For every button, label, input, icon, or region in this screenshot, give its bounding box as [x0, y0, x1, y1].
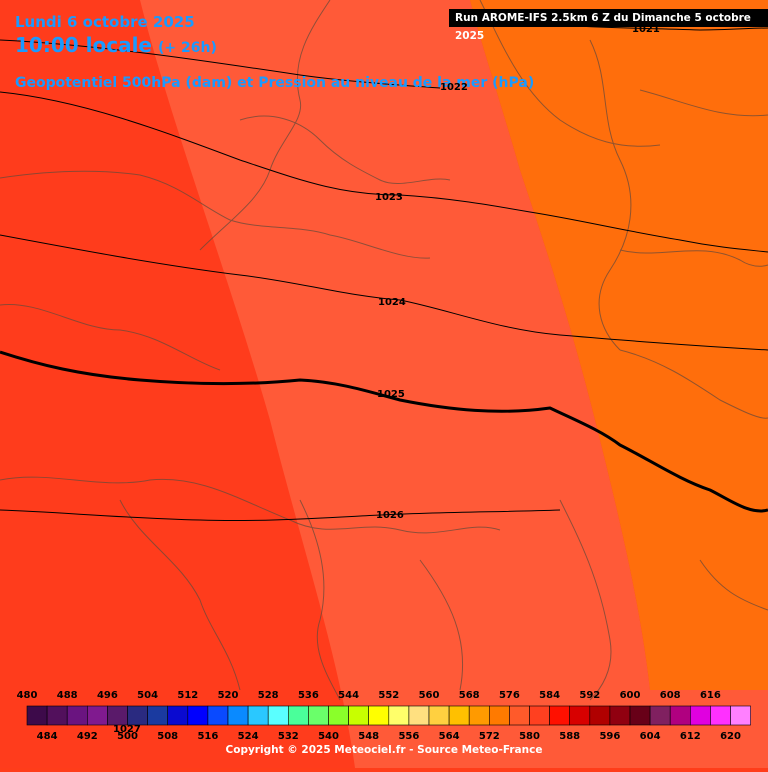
isobar-1025: [0, 350, 768, 513]
isobar-1026: [0, 509, 561, 522]
legend-swatch: [207, 705, 229, 726]
legend-label-bottom: 556: [398, 731, 420, 742]
zone-576: [140, 0, 768, 768]
legend-swatch: [468, 705, 490, 726]
legend-swatch: [46, 705, 68, 726]
legend-label-bottom: 540: [318, 731, 339, 742]
legend-label-top: 568: [458, 690, 480, 701]
legend-label-top: 520: [217, 690, 239, 701]
legend-swatch: [287, 705, 309, 726]
legend-label-top: 488: [56, 690, 78, 701]
legend-swatch: [127, 705, 148, 726]
legend-label-bottom: 564: [438, 731, 460, 742]
legend-swatch: [308, 705, 329, 726]
legend-label-top: 616: [699, 690, 721, 701]
legend-label-bottom: 516: [197, 731, 219, 742]
legend-swatch: [509, 705, 530, 726]
legend-swatch: [428, 705, 450, 726]
forecast-time-value: 10:00 locale: [15, 33, 152, 57]
legend-swatch: [267, 705, 289, 726]
legend-swatch: [448, 705, 470, 726]
legend-bar: [26, 705, 751, 726]
legend-label-bottom: 596: [599, 731, 621, 742]
legend-swatch: [710, 705, 731, 726]
legend-label-top: 600: [619, 690, 641, 701]
isobars: [0, 24, 768, 522]
legend-swatch: [589, 705, 611, 726]
legend-swatch: [247, 705, 269, 726]
legend-swatch: [26, 705, 48, 726]
isobar-1024: [0, 234, 768, 351]
legend-label-top: 576: [498, 690, 520, 701]
map-description: Geopotentiel 500hPa (dam) et Pression au…: [15, 75, 535, 91]
legend-swatch: [549, 705, 570, 726]
legend-label-top: 536: [297, 690, 319, 701]
legend-label-top: 504: [137, 690, 159, 701]
legend-swatch: [609, 705, 631, 726]
legend-label-top: 480: [16, 690, 38, 701]
legend-label-top: 592: [579, 690, 601, 701]
forecast-date: Lundi 6 octobre 2025: [15, 13, 195, 31]
legend-swatch: [167, 705, 189, 726]
isobar-label-1024: 1024: [378, 297, 406, 308]
legend-label-bottom: 588: [559, 731, 581, 742]
legend-label-bottom: 548: [358, 731, 380, 742]
run-info: Run AROME-IFS 2.5km 6 Z du Dimanche 5 oc…: [449, 9, 768, 42]
legend-label-bottom: 604: [639, 731, 661, 742]
legend-label-bottom: 500: [117, 731, 138, 742]
legend-label-top: 544: [338, 690, 360, 701]
legend-label-bottom: 572: [478, 731, 500, 742]
color-legend: [0, 688, 768, 768]
isobar-1023: [0, 91, 768, 253]
legend-swatch: [669, 705, 691, 726]
legend-label-top: 584: [539, 690, 561, 701]
zone-572: [470, 0, 768, 690]
legend-swatch: [629, 705, 651, 726]
legend-label-bottom: 484: [36, 731, 58, 742]
isobar-label-1023: 1023: [375, 192, 403, 203]
legend-label-bottom: 620: [720, 731, 741, 742]
isobar-label-1022: 1022: [440, 82, 468, 93]
legend-label-bottom: 612: [679, 731, 701, 742]
isobar-label-1021: 1021: [632, 24, 660, 35]
legend-label-top: 496: [96, 690, 118, 701]
legend-swatch: [388, 705, 410, 726]
legend-swatch: [529, 705, 550, 726]
legend-swatch: [649, 705, 671, 726]
legend-label-bottom: 580: [519, 731, 540, 742]
legend-swatch: [187, 705, 209, 726]
borders: [0, 0, 768, 701]
legend-label-bottom: 524: [237, 731, 259, 742]
isobar-label-1026: 1026: [376, 510, 404, 521]
legend-swatch: [66, 705, 88, 726]
isobar-label-1027: 1027: [113, 724, 141, 735]
legend-swatch: [348, 705, 370, 726]
legend-label-top: 528: [257, 690, 279, 701]
legend-swatch: [730, 705, 751, 726]
legend-label-top: 512: [177, 690, 199, 701]
legend-swatch: [368, 705, 390, 726]
legend-swatch: [328, 705, 349, 726]
legend-label-bottom: 492: [76, 731, 98, 742]
copyright: Copyright © 2025 Meteociel.fr - Source M…: [225, 744, 543, 756]
legend-label-top: 560: [418, 690, 440, 701]
forecast-time: 10:00 locale (+ 26h): [15, 33, 217, 57]
legend-swatch: [408, 705, 430, 726]
isobar-1022: [0, 39, 441, 89]
legend-swatch: [227, 705, 249, 726]
legend-swatch: [107, 705, 128, 726]
legend-label-top: 608: [659, 690, 681, 701]
legend-swatch: [87, 705, 108, 726]
legend-swatch: [488, 705, 510, 726]
legend-swatch: [689, 705, 711, 726]
legend-swatch: [147, 705, 169, 726]
isobar-label-1025: 1025: [377, 389, 405, 400]
legend-label-top: 552: [378, 690, 400, 701]
legend-label-bottom: 508: [157, 731, 179, 742]
legend-swatch: [569, 705, 591, 726]
legend-label-bottom: 532: [277, 731, 299, 742]
forecast-lead: (+ 26h): [158, 40, 217, 56]
